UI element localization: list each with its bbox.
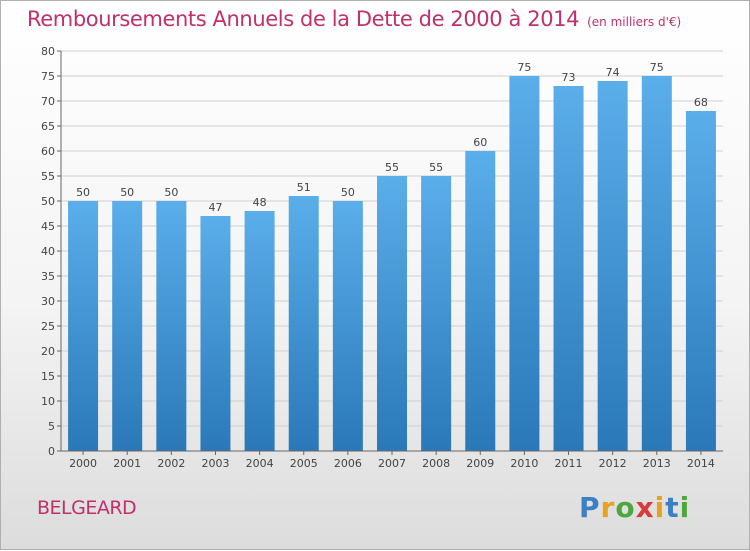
- y-tick-label: 55: [41, 170, 55, 183]
- bar-2002: [156, 201, 187, 451]
- y-tick-label: 20: [41, 345, 55, 358]
- y-tick-label: 10: [41, 395, 55, 408]
- value-label-2000: 50: [76, 186, 90, 199]
- y-tick-label: 0: [48, 445, 55, 458]
- value-label-2011: 73: [562, 71, 576, 84]
- chart-title-text: Remboursements Annuels de la Dette de 20…: [27, 7, 580, 31]
- x-tick-label-2009: 2009: [466, 457, 494, 470]
- y-tick-label: 5: [48, 420, 55, 433]
- value-label-2013: 75: [650, 61, 664, 74]
- x-tick-label-2003: 2003: [201, 457, 229, 470]
- value-label-2003: 47: [208, 201, 222, 214]
- y-tick-label: 70: [41, 95, 55, 108]
- y-tick-label: 15: [41, 370, 55, 383]
- x-tick-label-2007: 2007: [378, 457, 406, 470]
- bar-2004: [244, 211, 275, 451]
- x-tick-label-2012: 2012: [599, 457, 627, 470]
- bar-2012: [597, 81, 628, 451]
- x-tick-label-2014: 2014: [687, 457, 715, 470]
- x-tick-label-2010: 2010: [510, 457, 538, 470]
- x-tick-label-2005: 2005: [290, 457, 318, 470]
- x-tick-label-2011: 2011: [555, 457, 583, 470]
- x-tick-label-2013: 2013: [643, 457, 671, 470]
- x-tick-label-2002: 2002: [157, 457, 185, 470]
- value-label-2008: 55: [429, 161, 443, 174]
- y-tick-label: 45: [41, 220, 55, 233]
- proxiti-logo[interactable]: Proxiti: [579, 491, 691, 524]
- value-label-2005: 51: [297, 181, 311, 194]
- bar-2009: [465, 151, 496, 451]
- y-tick-label: 75: [41, 70, 55, 83]
- value-label-2006: 50: [341, 186, 355, 199]
- bar-2013: [641, 76, 672, 451]
- chart-title: Remboursements Annuels de la Dette de 20…: [27, 7, 681, 31]
- y-tick-label: 50: [41, 195, 55, 208]
- bar-2006: [332, 201, 363, 451]
- value-label-2009: 60: [473, 136, 487, 149]
- value-label-2007: 55: [385, 161, 399, 174]
- y-tick-label: 35: [41, 270, 55, 283]
- bar-2008: [421, 176, 452, 451]
- y-tick-label: 30: [41, 295, 55, 308]
- x-tick-label-2008: 2008: [422, 457, 450, 470]
- x-tick-label-2001: 2001: [113, 457, 141, 470]
- value-label-2010: 75: [517, 61, 531, 74]
- y-tick-label: 40: [41, 245, 55, 258]
- x-tick-label-2004: 2004: [246, 457, 274, 470]
- value-label-2002: 50: [164, 186, 178, 199]
- town-name: BELGEARD: [37, 497, 137, 519]
- x-tick-label-2006: 2006: [334, 457, 362, 470]
- bar-2001: [112, 201, 143, 451]
- y-tick-label: 80: [41, 45, 55, 58]
- value-label-2012: 74: [606, 66, 620, 79]
- value-label-2004: 48: [253, 196, 267, 209]
- value-label-2001: 50: [120, 186, 134, 199]
- bar-2005: [288, 196, 319, 451]
- y-tick-label: 25: [41, 320, 55, 333]
- bar-2000: [68, 201, 99, 451]
- y-tick-label: 65: [41, 120, 55, 133]
- bar-2010: [509, 76, 540, 451]
- bar-2011: [553, 86, 584, 451]
- bar-2014: [685, 111, 716, 451]
- y-tick-label: 60: [41, 145, 55, 158]
- x-tick-label-2000: 2000: [69, 457, 97, 470]
- chart-unit: (en milliers d'€): [587, 15, 682, 29]
- value-label-2014: 68: [694, 96, 708, 109]
- bar-2007: [377, 176, 407, 451]
- bar-2003: [200, 216, 231, 451]
